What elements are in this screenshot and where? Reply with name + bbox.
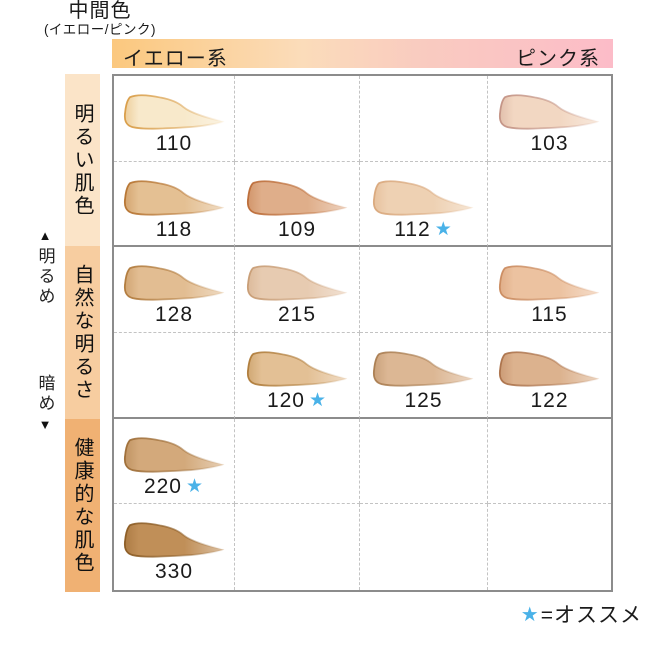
row-group-band-natural: 自然な明るさ [65,246,100,419]
brightness-axis: ▲ 明るめ 暗め ▼ [27,229,63,432]
recommended-star-icon: ★ [186,476,205,498]
grid-cell [235,76,360,162]
shade-number-text: 103 [530,132,569,155]
shade-number-text: 110 [155,132,193,155]
grid-cell [360,247,488,333]
shade-number: 103 [530,132,568,156]
shade-number: 120 ★ [267,389,327,413]
grid-cell [488,162,611,248]
shade-number: 125 [404,389,442,413]
recommended-star-icon: ★ [309,390,328,412]
shade-number-text: 109 [277,217,317,241]
foundation-swatch [123,180,225,216]
grid-cell [235,418,360,505]
foundation-swatch [246,265,348,301]
row-group-label-bright: 明るい肌色 [71,102,93,218]
arrow-down-icon: ▼ [38,417,52,432]
grid-cell: 220 ★ [114,418,235,505]
grid-cell: 125 [360,332,488,419]
legend: ★ =オススメ [521,599,642,629]
foundation-swatch [246,180,348,216]
foundation-swatch [246,351,348,387]
grid-cell [114,332,235,419]
shade-number-text: 128 [154,303,194,327]
grid-cell: 120 ★ [235,332,360,419]
row-group-band-healthy: 健康的な肌色 [65,419,100,592]
grid-cell [360,418,488,505]
color-tone-header-band [112,39,613,68]
column-header-yellow: イエロー系 [123,48,228,70]
shade-number-text: 112 [394,217,431,241]
foundation-swatch [498,94,601,130]
shade-number-text: 122 [530,388,569,412]
shade-number-text: 120 [266,388,305,412]
axis-brighter-label: 明るめ [35,247,55,307]
grid-cell: 112 ★ [360,161,488,248]
grid-cell [488,504,611,590]
grid-cell [488,419,611,505]
shade-number: 330 [155,560,193,584]
grid-cell: 109 [235,161,360,248]
shade-number: 220 ★ [144,475,204,499]
shade-number: 118 [156,218,192,242]
foundation-swatch [123,265,225,301]
foundation-swatch [498,351,601,387]
shade-number-text: 220 [143,474,182,498]
row-group-band-bright: 明るい肌色 [65,74,100,246]
grid-cell: 215 [235,247,360,333]
row-group-label-healthy: 健康的な肌色 [71,436,93,575]
recommended-star-icon: ★ [434,219,453,241]
legend-text: =オススメ [540,604,642,627]
row-group-label-natural: 自然な明るさ [71,263,93,402]
shade-number-text: 115 [531,303,568,327]
foundation-swatch [123,94,225,130]
shade-number-text: 125 [404,388,443,412]
grid-cell: 115 [488,247,611,333]
grid-cell: 128 [114,247,235,333]
shade-number: 122 [530,389,568,413]
shade-number: 112 ★ [394,218,453,242]
column-header-neutral-label: 中間色 [68,0,132,22]
shade-grid: 110 103 118 109 112 ★ 128 215 115 120 ★ 125 122 220 ★ 3… [112,74,613,592]
foundation-swatch [123,437,225,473]
foundation-swatch [123,522,225,558]
grid-cell: 110 [114,76,235,162]
shade-number: 128 [155,303,193,327]
axis-darker-label: 暗め [35,374,55,414]
legend-star-icon: ★ [520,603,540,626]
grid-cell: 330 [114,504,235,590]
shade-number: 109 [278,218,316,242]
grid-cell: 118 [114,161,235,248]
grid-cell: 103 [488,76,611,162]
shade-number-text: 330 [154,560,194,584]
grid-cell [235,504,360,590]
foundation-swatch [372,180,475,216]
grid-cell: 122 [488,333,611,419]
grid-cell [360,76,488,162]
foundation-swatch [498,265,601,301]
shade-number-text: 215 [277,303,317,327]
shade-number-text: 118 [155,217,193,241]
arrow-up-icon: ▲ [38,228,52,243]
grid-cell [360,504,488,590]
shade-number: 115 [531,303,567,327]
column-header-neutral: 中間色 (イエロー/ピンク) [0,0,200,38]
column-header-neutral-sublabel: (イエロー/ピンク) [43,22,157,37]
column-header-pink: ピンク系 [516,48,600,70]
shade-number: 215 [278,303,316,327]
foundation-swatch [372,351,475,387]
shade-number: 110 [156,132,192,156]
